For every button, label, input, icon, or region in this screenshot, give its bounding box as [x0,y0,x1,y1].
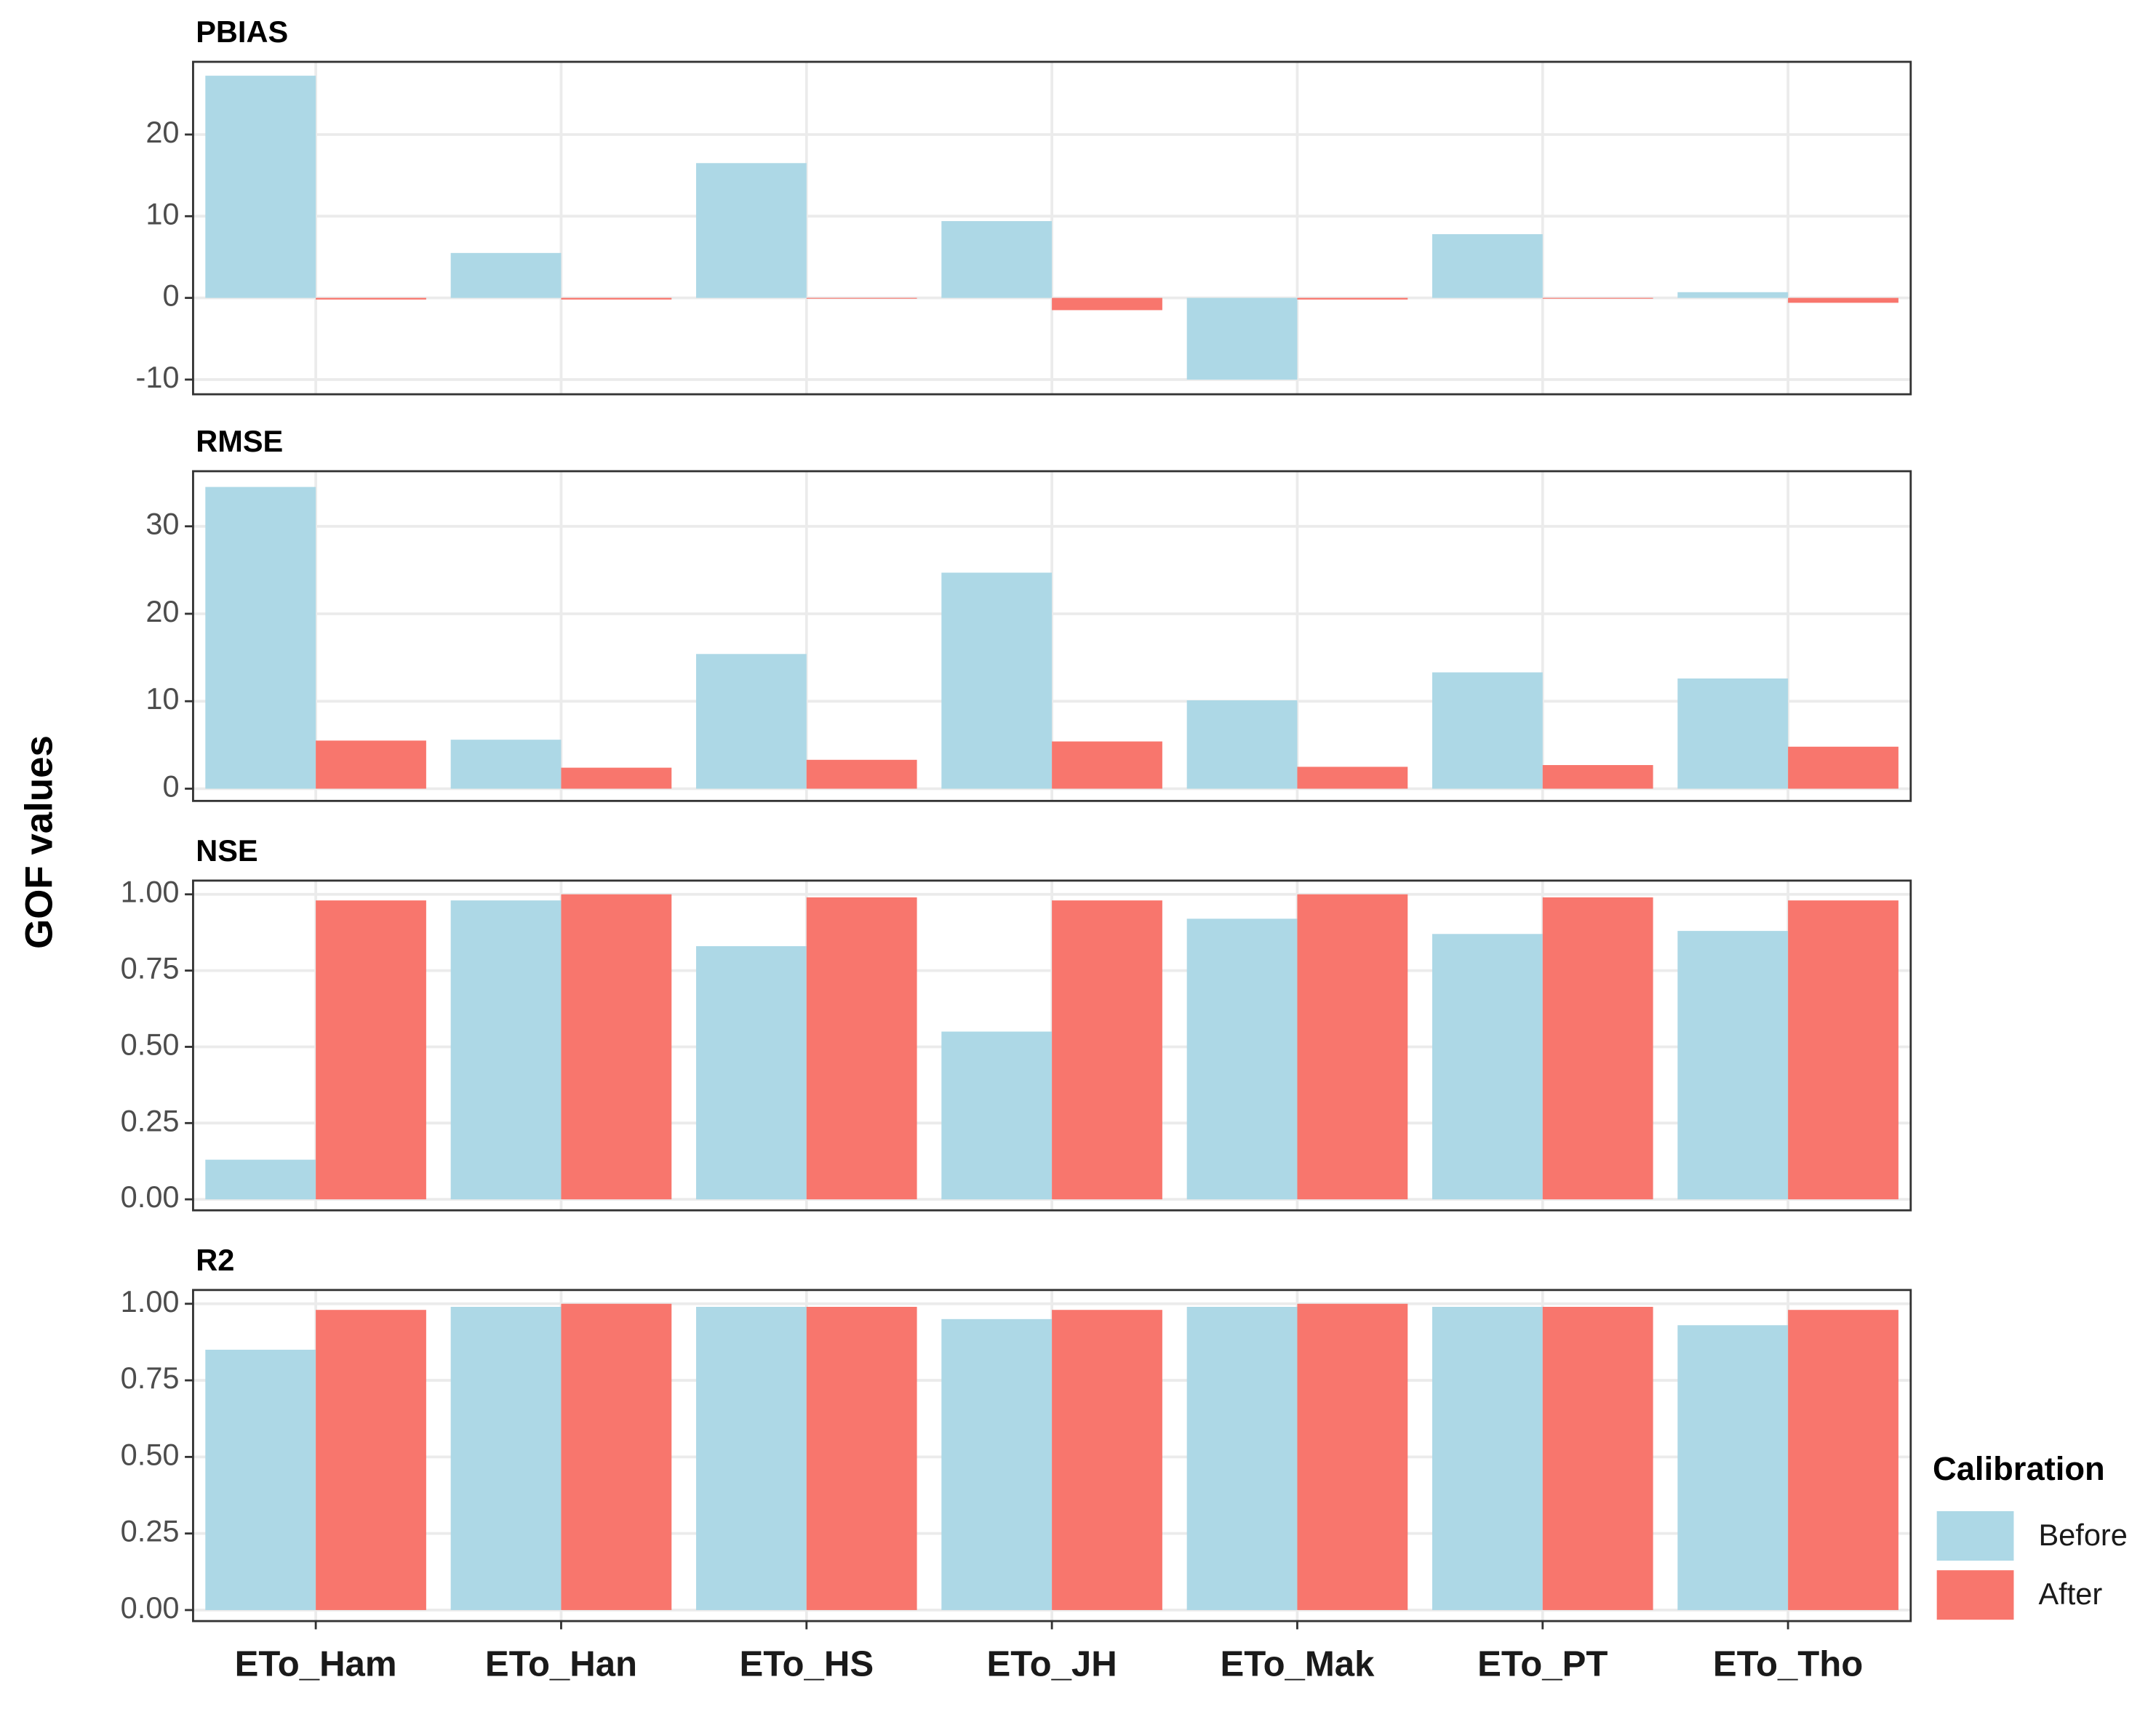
x-tick-label: ETo_JH [987,1644,1117,1684]
bar [806,759,917,789]
bar [1052,741,1162,789]
bar [450,740,562,789]
bar [1052,1310,1162,1610]
y-tick-label: 10 [145,681,179,716]
legend-key [1936,1570,2014,1620]
bar [1052,900,1162,1200]
y-tick-label: 0.75 [121,951,180,985]
x-tick-label: ETo_PT [1477,1644,1608,1684]
panel-title: NSE [196,833,257,868]
bar [561,767,672,789]
x-tick-label: ETo_HS [739,1644,874,1684]
bar [941,1031,1053,1200]
bar [561,1303,672,1610]
bar [695,1306,807,1610]
y-tick-label: 0.25 [121,1514,180,1548]
y-tick-label: 0.25 [121,1103,180,1137]
bar [450,252,562,298]
bar [941,572,1053,789]
panel-border [192,470,1912,802]
y-tick-label: 20 [145,594,179,628]
x-tick-label: ETo_Mak [1220,1644,1375,1684]
bar [1788,900,1899,1200]
panel-title: RMSE [196,424,283,458]
y-tick-label: -10 [135,360,179,394]
bar [806,297,917,299]
bar [1677,292,1789,298]
bar [1186,1306,1298,1610]
bar [1432,934,1543,1200]
y-tick-label: 1.00 [121,1284,180,1318]
bar [1297,1303,1408,1610]
bar [941,221,1053,298]
bar [561,297,672,300]
bar [1677,678,1789,789]
bar [1297,767,1408,789]
bar [1432,234,1543,298]
legend-label: Before [2038,1518,2127,1552]
bar [316,740,426,789]
bar [450,1306,562,1610]
bar [941,1318,1053,1610]
y-tick-label: 0.00 [121,1590,180,1625]
bar [561,894,672,1200]
bar [1052,297,1162,311]
bar [1788,1310,1899,1610]
bar [1542,897,1653,1200]
legend-key [1936,1510,2014,1561]
bar [1432,1306,1543,1610]
panel-border [192,60,1912,396]
bar [1297,894,1408,1200]
y-tick-label: 30 [145,507,179,541]
bar [450,900,562,1200]
bar [1788,297,1899,303]
panel-title: PBIAS [196,15,288,49]
bar [205,1349,316,1610]
bar [1186,918,1298,1200]
y-tick-label: 0.75 [121,1361,180,1395]
bar [1432,672,1543,789]
panel-title: R2 [196,1243,234,1277]
bar [1788,746,1899,789]
bar [695,163,807,298]
bar [205,1159,316,1200]
bar [205,487,316,789]
bar [1542,1306,1653,1610]
bar [1186,700,1298,789]
bar [1186,297,1298,380]
y-tick-label: 0.50 [121,1437,180,1471]
bar [695,946,807,1200]
bar [1677,1325,1789,1610]
y-tick-label: 1.00 [121,875,180,909]
y-tick-label: 0 [162,769,179,803]
x-tick-label: ETo_Han [485,1644,637,1684]
bar [1542,765,1653,789]
bar [1297,297,1408,300]
bar [316,1310,426,1610]
legend-label: After [2038,1577,2102,1611]
panel-border [192,879,1912,1212]
bar [316,900,426,1200]
y-tick-label: 0.00 [121,1180,180,1214]
bar [1542,297,1653,299]
y-tick-label: 0 [162,279,179,313]
bar [695,654,807,789]
y-tick-label: 0.50 [121,1027,180,1061]
y-axis-label: GOF values [18,735,61,949]
x-tick-label: ETo_Ham [235,1644,397,1684]
bar [806,897,917,1200]
y-tick-label: 20 [145,115,179,149]
x-tick-label: ETo_Tho [1713,1644,1863,1684]
bar [806,1306,917,1610]
bar [316,297,426,300]
legend-title: Calibration [1933,1450,2105,1487]
y-tick-label: 10 [145,196,179,231]
bar [205,76,316,298]
bar [1677,931,1789,1200]
